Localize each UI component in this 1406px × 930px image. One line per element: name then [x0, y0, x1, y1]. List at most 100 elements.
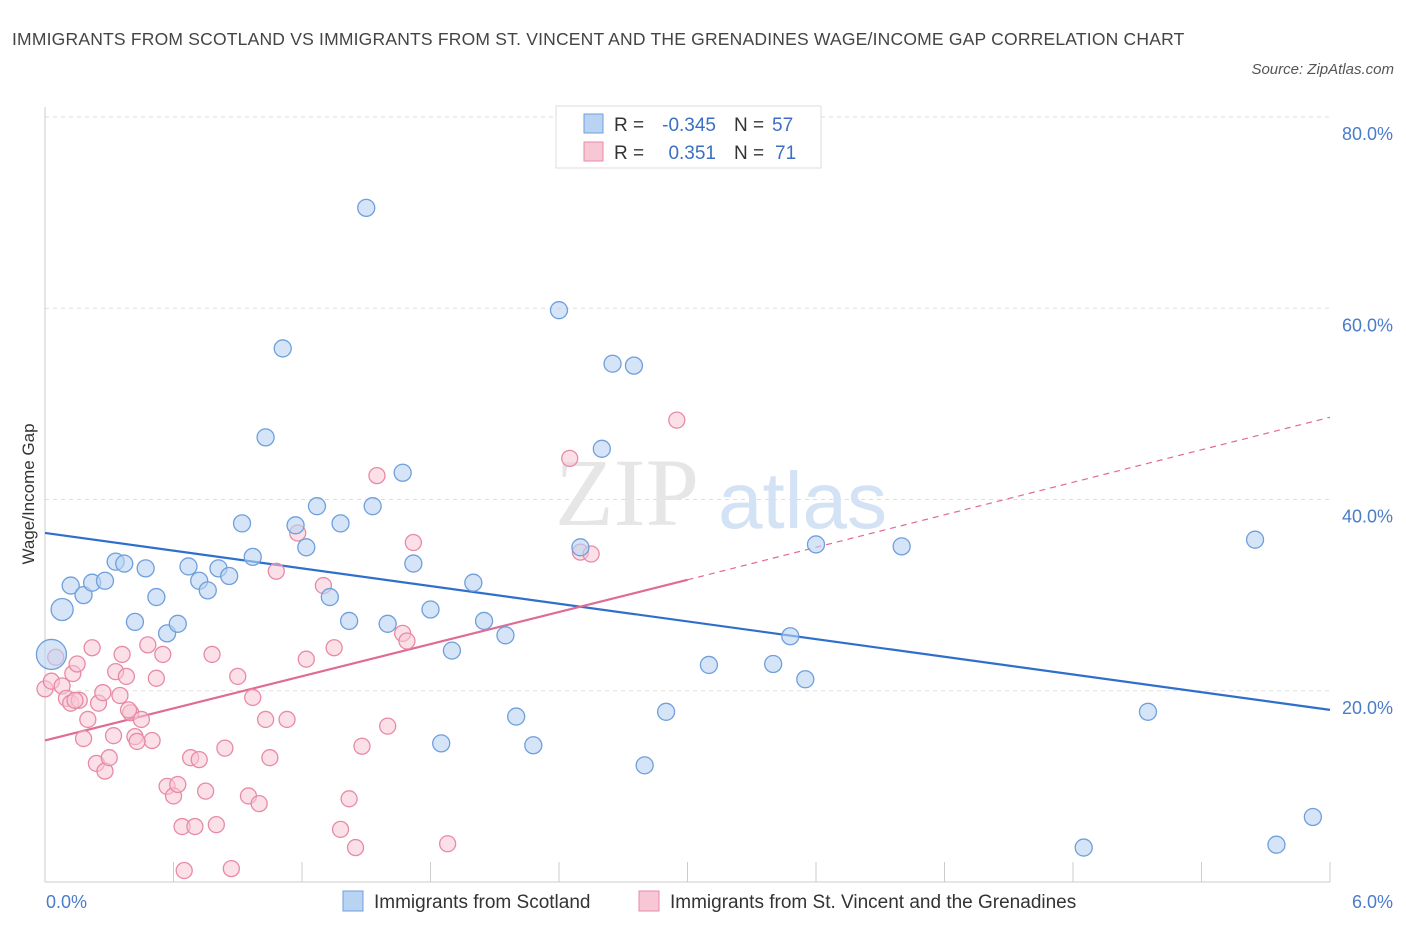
data-point-scotland: [592, 439, 611, 458]
data-point-scotland: [232, 514, 252, 533]
legend-swatch-st-vincent: [583, 141, 604, 162]
data-point-st-vincent: [325, 639, 343, 657]
data-point-st-vincent: [169, 775, 187, 794]
data-point-scotland: [806, 535, 826, 554]
data-point-st-vincent: [132, 710, 151, 729]
data-point-st-vincent: [66, 691, 84, 709]
y-tick-label: 40.0%: [1342, 507, 1393, 527]
data-point-scotland: [339, 611, 359, 631]
data-point-scotland: [320, 587, 339, 607]
bottom-legend-label-st-vincent: Immigrants from St. Vincent and the Gren…: [670, 892, 1076, 913]
x-tick-label: 0.0%: [46, 892, 87, 912]
y-tick-label: 80.0%: [1342, 124, 1393, 144]
data-point-scotland: [256, 428, 275, 447]
data-point-st-vincent: [668, 411, 686, 429]
data-point-st-vincent: [94, 684, 112, 702]
data-point-scotland: [656, 702, 676, 721]
data-point-st-vincent: [216, 739, 234, 757]
data-point-scotland: [764, 654, 783, 674]
points-scotland: [35, 198, 1323, 857]
data-point-st-vincent: [68, 655, 86, 673]
data-point-scotland: [35, 638, 68, 671]
data-point-st-vincent: [261, 749, 279, 767]
data-point-scotland: [624, 356, 644, 375]
data-point-st-vincent: [561, 449, 579, 468]
data-point-scotland: [432, 734, 451, 753]
data-point-st-vincent: [229, 667, 247, 686]
data-point-scotland: [393, 463, 412, 482]
data-point-st-vincent: [104, 727, 123, 745]
legend-r-label-2: R =: [614, 143, 644, 164]
data-point-scotland: [1245, 530, 1265, 549]
data-point-st-vincent: [196, 782, 215, 800]
data-point-scotland: [699, 655, 719, 675]
points-st-vincent: [36, 411, 686, 880]
data-point-st-vincent: [154, 645, 172, 664]
bottom-legend: Immigrants from Scotland Immigrants from…: [342, 890, 1076, 913]
trend-line-st-vincent: [44, 578, 688, 742]
data-point-scotland: [1267, 835, 1286, 854]
data-point-st-vincent: [128, 732, 146, 751]
data-point-scotland: [524, 736, 543, 755]
data-point-st-vincent: [346, 838, 365, 857]
data-point-st-vincent: [340, 790, 358, 808]
data-point-scotland: [50, 597, 74, 622]
legend-r-label-1: R =: [614, 115, 644, 136]
data-point-scotland: [61, 576, 80, 595]
data-point-scotland: [549, 301, 569, 320]
data-point-scotland: [635, 756, 654, 775]
data-point-scotland: [286, 516, 305, 535]
data-point-st-vincent: [186, 817, 204, 836]
data-point-st-vincent: [297, 650, 315, 668]
trend-line-st-vincent-extended: [687, 416, 1331, 581]
data-point-st-vincent: [119, 701, 138, 719]
data-point-scotland: [179, 557, 198, 576]
data-point-scotland: [571, 538, 590, 557]
data-point-st-vincent: [143, 731, 161, 750]
legend-r-value-2: 0.351: [668, 143, 716, 164]
data-point-st-vincent: [267, 562, 285, 580]
data-point-st-vincent: [203, 645, 221, 664]
data-point-scotland: [147, 587, 166, 607]
data-point-scotland: [363, 497, 382, 516]
data-point-st-vincent: [256, 710, 275, 729]
data-point-scotland: [95, 571, 115, 590]
data-point-st-vincent: [139, 636, 157, 654]
data-point-scotland: [507, 707, 526, 726]
bottom-legend-swatch-st-vincent: [638, 890, 660, 912]
data-point-scotland: [273, 339, 292, 358]
data-point-st-vincent: [100, 749, 118, 767]
data-point-st-vincent: [111, 686, 129, 705]
legend-n-label-2: N =: [734, 143, 764, 164]
bottom-legend-swatch-scotland: [342, 890, 364, 912]
data-point-st-vincent: [74, 729, 93, 748]
data-point-st-vincent: [113, 645, 131, 664]
data-point-scotland: [1138, 702, 1158, 721]
y-tick-label: 20.0%: [1342, 698, 1393, 718]
data-point-st-vincent: [368, 466, 386, 485]
data-point-st-vincent: [404, 533, 423, 552]
chart-source: Source: ZipAtlas.com: [1251, 61, 1394, 78]
data-point-scotland: [1074, 838, 1093, 857]
legend-box: R = -0.345 N = 57 R = 0.351 N = 71: [555, 105, 822, 169]
data-point-st-vincent: [244, 688, 262, 707]
legend-swatch-scotland: [583, 113, 604, 134]
data-point-scotland: [168, 614, 187, 633]
data-point-scotland: [378, 614, 397, 633]
data-point-st-vincent: [331, 820, 350, 839]
y-tick-labels: 20.0% 40.0% 60.0% 80.0%: [1342, 124, 1393, 718]
data-point-scotland: [1303, 807, 1323, 827]
data-point-scotland: [125, 612, 145, 632]
y-tick-label: 60.0%: [1342, 315, 1393, 335]
legend-n-label-1: N =: [734, 115, 764, 136]
data-point-scotland: [781, 627, 800, 646]
axes: [44, 107, 1331, 883]
data-point-st-vincent: [438, 835, 457, 853]
data-point-scotland: [442, 641, 462, 660]
watermark-zip: ZIP: [555, 439, 699, 546]
data-point-st-vincent: [222, 859, 240, 878]
data-point-scotland: [474, 611, 494, 631]
data-point-st-vincent: [190, 750, 208, 769]
data-point-scotland: [357, 198, 376, 217]
chart-title: IMMIGRANTS FROM SCOTLAND VS IMMIGRANTS F…: [12, 29, 1185, 49]
